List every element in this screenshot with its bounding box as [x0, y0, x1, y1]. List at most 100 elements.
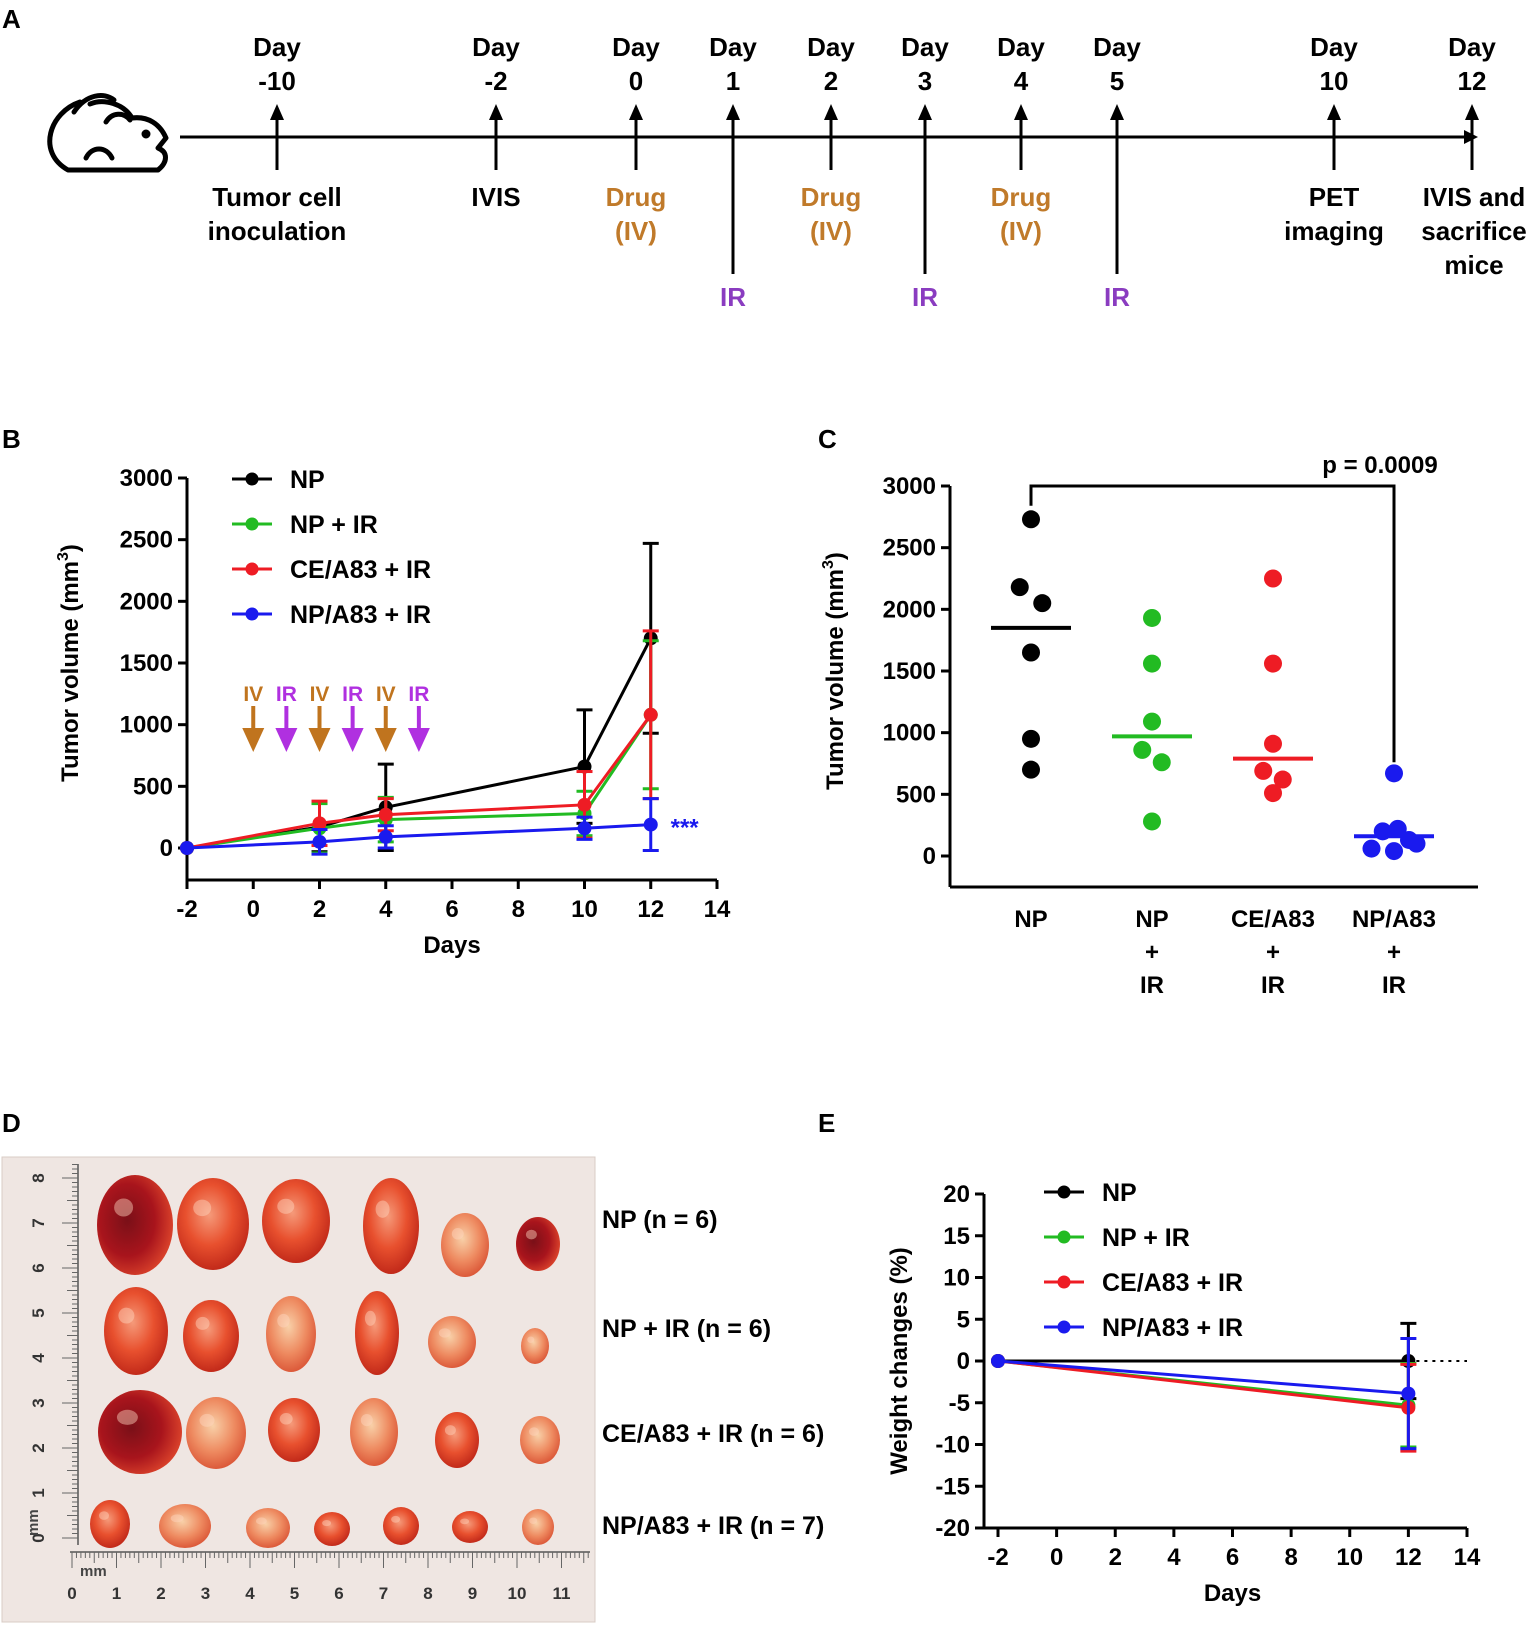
timeline-tick-arrowhead	[1465, 104, 1479, 120]
y-axis-title: Tumor volume (mm3)	[55, 544, 84, 782]
y-tick-label: 1500	[120, 650, 173, 677]
legend-marker	[245, 517, 259, 531]
x-tick-label: -2	[987, 1544, 1008, 1571]
panel-letter-b: B	[2, 424, 21, 454]
treatment-arrow-label: IR	[342, 683, 363, 706]
treatment-arrow-head	[374, 728, 397, 752]
scatter-point	[1273, 770, 1292, 789]
tumor-specimen	[159, 1504, 211, 1548]
y-tick-label: 0	[160, 835, 173, 862]
scatter-point	[1022, 729, 1040, 748]
scatter-point	[1143, 654, 1161, 673]
tumor-highlight	[451, 1228, 464, 1240]
y-tick-label: 20	[943, 1181, 970, 1208]
tumor-highlight	[527, 1336, 535, 1343]
tumor-specimen	[104, 1287, 168, 1375]
tumor-specimen	[441, 1213, 489, 1277]
tumor-specimen	[266, 1296, 316, 1372]
timeline-day-word: Day	[807, 32, 855, 62]
timeline-tick-arrowhead	[1110, 104, 1124, 120]
series-np-a83-ir: NP/A83 + IR	[991, 1314, 1417, 1451]
tumor-row-3	[98, 1390, 560, 1474]
data-point	[312, 834, 327, 849]
legend-label: CE/A83 + IR	[1102, 1269, 1243, 1297]
series-line	[997, 1359, 1409, 1410]
timeline-day-word: Day	[709, 32, 757, 62]
data-point	[1401, 1386, 1416, 1401]
x-tick-label: 8	[1284, 1544, 1297, 1571]
tumor-volume-scatter-chart: 0 500 1000 1500 2000 2500 3000 Tumor volume (mm…	[820, 452, 1478, 999]
tumor-specimen	[98, 1390, 182, 1474]
tumor-highlight	[199, 1413, 215, 1427]
y-tick-label: -10	[935, 1432, 970, 1459]
ruler-number: 6	[334, 1584, 343, 1603]
y-tick-label: -15	[935, 1473, 970, 1500]
legend-label: NP + IR	[290, 511, 378, 539]
timeline-event-day-4: Day 4 Drug (IV)	[991, 32, 1052, 246]
timeline-event-label: IR	[1104, 282, 1130, 312]
treatment-arrow-label: IV	[243, 683, 263, 706]
x-tick-label: 12	[637, 896, 664, 923]
data-point	[312, 816, 327, 831]
scatter-point	[1254, 761, 1273, 780]
treatment-arrow-label: IR	[276, 683, 297, 706]
timeline-day-word: Day	[901, 32, 949, 62]
timeline-event-label: Drug	[801, 182, 862, 212]
legend-label: CE/A83 + IR	[290, 556, 431, 584]
treatment-arrow-iv: IV	[374, 683, 397, 752]
timeline-event-label: Drug	[606, 182, 667, 212]
y-tick-label: 2000	[883, 596, 936, 623]
legend-label: NP	[1102, 1179, 1137, 1207]
ruler-number: 7	[379, 1584, 388, 1603]
group-label: NP	[1014, 906, 1047, 933]
timeline-day-number: 10	[1320, 66, 1349, 96]
timeline-tick-arrowhead	[489, 104, 503, 120]
tumor-specimen	[262, 1179, 330, 1263]
treatment-arrow-iv: IV	[308, 683, 331, 752]
ruler-number: 3	[201, 1584, 210, 1603]
treatment-arrow-label: IV	[310, 683, 330, 706]
timeline-day-number: 2	[824, 66, 838, 96]
y-axis-title: Tumor volume (mm3)	[820, 552, 849, 790]
ruler-number: 1	[29, 1488, 48, 1497]
scatter-point	[1362, 839, 1381, 858]
legend-label: NP	[290, 466, 325, 494]
timeline-day-number: 0	[629, 66, 643, 96]
tumor-highlight	[255, 1517, 267, 1525]
group-label: +	[1266, 939, 1280, 966]
timeline-event-day-5: Day 5 IR	[1093, 32, 1141, 312]
y-tick-label: 1500	[883, 658, 936, 685]
legend-label: NP/A83 + IR	[290, 601, 431, 629]
scatter-group-np-a83: NP/A83 + IR	[1352, 764, 1436, 999]
tumor-highlight	[364, 1310, 376, 1326]
tumor-highlight	[529, 1427, 539, 1436]
tumor-specimen	[363, 1178, 419, 1274]
y-axis-title: Weight changes (%)	[886, 1247, 913, 1475]
treatment-arrow-head	[308, 728, 331, 752]
scatter-point	[1143, 608, 1161, 627]
group-label: +	[1387, 939, 1401, 966]
y-tick-label: 1000	[120, 712, 173, 739]
ruler-number: 7	[29, 1218, 48, 1227]
treatment-arrow-head	[407, 728, 430, 752]
y-axis-title-main: Tumor volume (mm	[822, 569, 849, 790]
ruler-number: 1	[112, 1584, 121, 1603]
ruler-number: 3	[29, 1398, 48, 1407]
tumor-highlight	[116, 1409, 138, 1425]
data-point	[378, 807, 393, 822]
scatter-group-ce-a83: CE/A83 + IR	[1231, 569, 1315, 999]
ruler-number: 11	[553, 1584, 571, 1603]
x-tick-label: 10	[1336, 1544, 1363, 1571]
bracket-line	[1029, 484, 1396, 763]
tumor-row-4	[90, 1500, 554, 1548]
treatment-arrow-head	[275, 728, 298, 752]
timeline-tick-arrowhead	[270, 104, 284, 120]
ruler-number: 9	[468, 1584, 477, 1603]
timeline-tick-arrowhead	[824, 104, 838, 120]
tumor-specimen	[355, 1291, 399, 1375]
timeline-event-day-3: Day 3 IR	[901, 32, 949, 312]
ruler-number: 0	[67, 1584, 76, 1603]
tumor-highlight	[375, 1200, 390, 1218]
scatter-point	[1152, 753, 1171, 772]
